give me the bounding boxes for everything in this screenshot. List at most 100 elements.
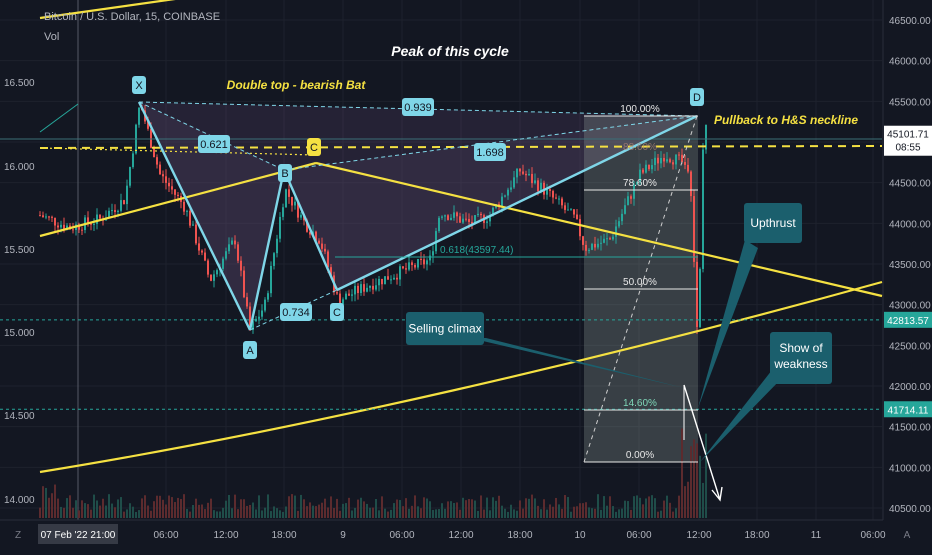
- volume-bar: [360, 497, 362, 518]
- price-tick: 43500.00: [889, 260, 931, 271]
- left-tick: 15.000: [4, 328, 35, 339]
- volume-bar: [150, 510, 152, 518]
- candle: [189, 210, 191, 226]
- candle: [279, 216, 281, 239]
- candle: [558, 198, 560, 200]
- volume-bar: [552, 506, 554, 518]
- volume-bar: [63, 507, 65, 518]
- candle: [66, 225, 68, 230]
- candle: [582, 236, 584, 245]
- volume-bar: [438, 509, 440, 518]
- candle: [243, 270, 245, 298]
- candle: [78, 224, 80, 230]
- fib-level-label: 0.00%: [626, 450, 654, 461]
- candle: [528, 173, 530, 176]
- candle: [531, 173, 533, 184]
- volume-bar: [654, 498, 656, 518]
- volume-bar: [45, 487, 47, 518]
- volume-bar: [663, 500, 665, 518]
- price-tag: 41714.11: [884, 401, 932, 418]
- volume-bar: [228, 494, 230, 518]
- price-tag-text: 42813.57: [887, 316, 929, 327]
- volume-bar: [258, 495, 260, 518]
- volume-bar: [312, 505, 314, 518]
- candle: [186, 210, 188, 212]
- volume-bar: [477, 510, 479, 518]
- volume-bar: [141, 498, 143, 518]
- candle: [651, 165, 653, 170]
- volume-bar: [276, 508, 278, 518]
- candle: [618, 221, 620, 227]
- volume-bar: [564, 495, 566, 518]
- candle: [54, 217, 56, 226]
- candle: [645, 164, 647, 173]
- zoom-button: Z: [15, 530, 21, 541]
- volume-bar: [435, 509, 437, 518]
- volume-bar: [396, 499, 398, 518]
- ratio-ac-text: 0.734: [282, 307, 310, 319]
- candle: [210, 274, 212, 281]
- volume-bar: [303, 499, 305, 518]
- volume-bar: [279, 510, 281, 518]
- volume-bar: [402, 506, 404, 518]
- candle: [237, 244, 239, 261]
- volume-bar: [408, 508, 410, 518]
- volume-bar: [684, 486, 686, 518]
- candle: [555, 197, 557, 199]
- trend-lines: [0, 0, 883, 502]
- volume-bar: [621, 508, 623, 518]
- left-tick: 15.500: [4, 245, 35, 256]
- volume-bar: [519, 500, 521, 518]
- candle: [309, 231, 311, 235]
- volume-bar: [570, 511, 572, 518]
- candle: [480, 213, 482, 216]
- candle: [636, 181, 638, 185]
- candle: [213, 274, 215, 281]
- candle: [567, 209, 569, 211]
- volume-bar: [423, 497, 425, 518]
- volume-bar: [522, 508, 524, 518]
- volume-bar: [39, 507, 41, 518]
- volume-bar: [72, 507, 74, 518]
- candle: [576, 214, 578, 220]
- volume-bar: [507, 511, 509, 518]
- point-d: D: [690, 88, 704, 106]
- volume-indicator-label[interactable]: Vol: [44, 31, 60, 43]
- candle: [39, 215, 41, 217]
- candle: [417, 258, 419, 268]
- volume-bar: [246, 505, 248, 518]
- time-tick: 10: [574, 530, 586, 541]
- candle: [336, 292, 338, 294]
- volume-bar: [501, 505, 503, 518]
- left-tick: 16.000: [4, 162, 35, 173]
- right-axis-bg: [883, 0, 932, 550]
- volume-bar: [210, 498, 212, 518]
- candle: [345, 293, 347, 300]
- volume-bar: [153, 501, 155, 518]
- price-tick: 41500.00: [889, 423, 931, 434]
- candle: [246, 297, 248, 307]
- time-tick: 11: [811, 530, 822, 541]
- candle: [111, 210, 113, 212]
- volume-bar: [96, 500, 98, 518]
- price-tag-bg: [884, 125, 932, 156]
- volume-bar: [474, 500, 476, 518]
- candle: [588, 249, 590, 251]
- volume-bar: [48, 497, 50, 518]
- volume-bar: [375, 498, 377, 518]
- candle: [99, 214, 101, 219]
- volume-bar: [201, 504, 203, 518]
- candle: [147, 121, 149, 129]
- candle: [114, 210, 116, 212]
- volume-bar: [612, 506, 614, 518]
- volume-bar: [633, 496, 635, 518]
- fib-level-label: 50.00%: [623, 277, 657, 288]
- candle: [456, 212, 458, 217]
- volume-bar: [567, 497, 569, 518]
- candle: [117, 210, 119, 212]
- volume-bar: [138, 510, 140, 518]
- volume-bar: [399, 500, 401, 518]
- candle: [609, 238, 611, 240]
